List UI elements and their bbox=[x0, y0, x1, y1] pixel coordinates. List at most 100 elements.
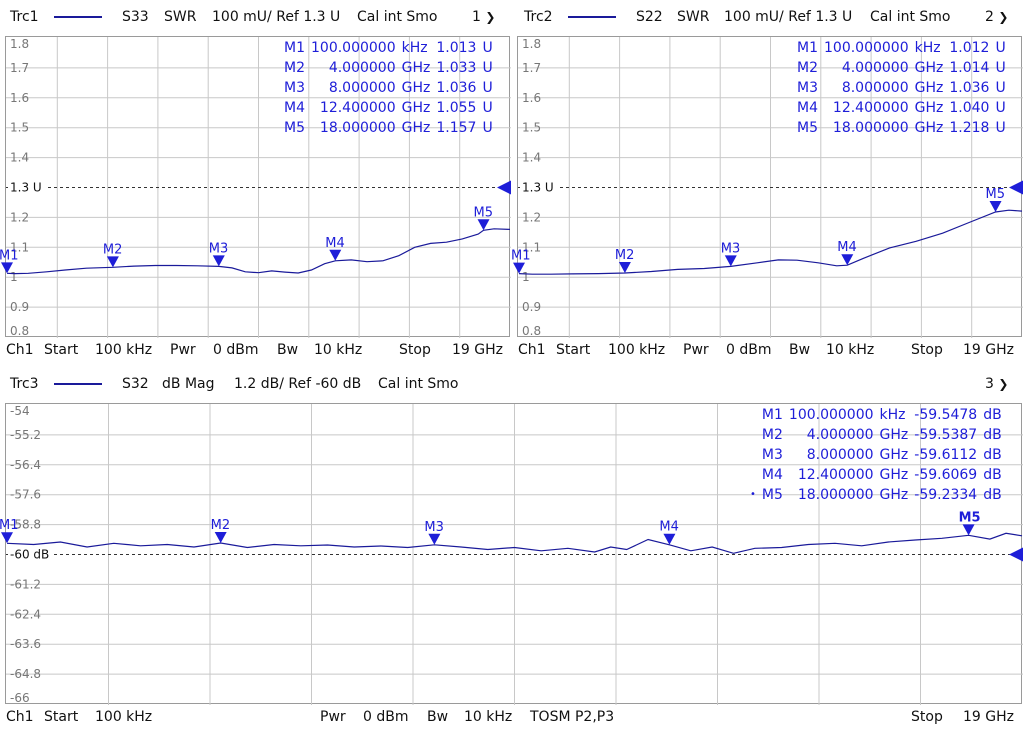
marker-stimulus: 4.000000 bbox=[328, 60, 396, 76]
reference-value-label: 1.3 U bbox=[522, 181, 554, 195]
marker-row-m3[interactable]: M3 8.000000 GHz 1.036 U bbox=[785, 78, 1006, 98]
footer3-bw-value[interactable]: 10 kHz bbox=[464, 709, 513, 725]
marker-name: M5 bbox=[761, 487, 783, 503]
y-tick-label: 0.9 bbox=[10, 300, 29, 314]
marker-m1-icon[interactable] bbox=[1, 262, 13, 274]
footer1-start-value[interactable]: 100 kHz bbox=[95, 342, 153, 358]
footer1-channel[interactable]: Ch1 bbox=[6, 342, 34, 358]
marker-m4-icon[interactable] bbox=[663, 533, 676, 545]
trace-trc1-line[interactable] bbox=[6, 228, 511, 275]
marker-m3-icon[interactable] bbox=[212, 255, 225, 267]
marker-stimulus-unit: GHz bbox=[914, 100, 944, 116]
marker-row-m2[interactable]: M2 4.000000 GHz -59.5387 dB bbox=[744, 425, 1002, 445]
footer3-channel[interactable]: Ch1 bbox=[6, 709, 34, 725]
chart3-svg: -54 -55.2 -56.4 -57.6 -58.8 -60 dB -61.2 -62.4 -… bbox=[0, 404, 1023, 705]
marker-row-m1[interactable]: M1 100.000000 kHz -59.5478 dB bbox=[744, 405, 1002, 425]
marker-name: M2 bbox=[761, 427, 783, 443]
marker-row-m2[interactable]: M2 4.000000 GHz 1.033 U bbox=[272, 58, 493, 78]
reference-arrow-icon[interactable] bbox=[1009, 547, 1023, 562]
marker-row-m5[interactable]: M5 18.000000 GHz 1.157 U bbox=[272, 118, 493, 138]
trace3-format[interactable]: dB Mag bbox=[162, 376, 215, 392]
y-tick-label: -58.8 bbox=[10, 518, 41, 532]
marker-stimulus-unit: GHz bbox=[914, 80, 944, 96]
marker-name: M3 bbox=[761, 447, 783, 463]
footer2-pwr-value[interactable]: 0 dBm bbox=[726, 342, 772, 358]
footer2-stop-label: Stop bbox=[911, 342, 943, 358]
footer2-bw-value[interactable]: 10 kHz bbox=[826, 342, 875, 358]
trace1-scale[interactable]: 100 mU/ Ref 1.3 U bbox=[212, 9, 341, 25]
marker-m2-icon[interactable] bbox=[106, 256, 119, 268]
marker-m1-label: M1 bbox=[0, 248, 19, 263]
marker-m2-icon[interactable] bbox=[214, 532, 227, 544]
trace3-scale[interactable]: 1.2 dB/ Ref -60 dB bbox=[234, 376, 362, 392]
window2-selector[interactable]: 2 ❯ bbox=[985, 8, 1008, 26]
footer3-calkit[interactable]: TOSM P2,P3 bbox=[530, 709, 615, 725]
marker-m5-icon[interactable] bbox=[477, 219, 490, 231]
trace-trc3-line[interactable] bbox=[6, 532, 1023, 554]
trace3-name[interactable]: Trc3 bbox=[10, 376, 39, 392]
trace2-cal: Cal int Smo bbox=[870, 9, 951, 25]
marker-stimulus-unit: GHz bbox=[879, 447, 909, 463]
trace3-param[interactable]: S32 bbox=[122, 376, 149, 392]
marker-m4-icon[interactable] bbox=[329, 249, 342, 261]
marker-row-m5[interactable]: M5 18.000000 GHz 1.218 U bbox=[785, 118, 1006, 138]
trace2-name[interactable]: Trc2 bbox=[524, 9, 553, 25]
window1-number: 1 bbox=[472, 9, 481, 25]
trace2-param[interactable]: S22 bbox=[636, 9, 663, 25]
marker-m3-label: M3 bbox=[721, 241, 741, 256]
y-tick-label: 1.6 bbox=[10, 91, 29, 105]
marker-m3-icon[interactable] bbox=[428, 533, 441, 545]
active-marker-dot bbox=[744, 405, 756, 425]
marker-m1-icon[interactable] bbox=[513, 262, 525, 274]
marker-stimulus: 18.000000 bbox=[319, 120, 396, 136]
marker-row-m2[interactable]: M2 4.000000 GHz 1.014 U bbox=[785, 58, 1006, 78]
marker-m5-icon[interactable] bbox=[962, 524, 975, 536]
y-tick-label: 1.4 bbox=[522, 151, 541, 165]
marker-row-m1[interactable]: M1 100.000000 kHz 1.013 U bbox=[272, 38, 493, 58]
trace2-format[interactable]: SWR bbox=[677, 9, 710, 25]
marker-row-m4[interactable]: M4 12.400000 GHz -59.6069 dB bbox=[744, 465, 1002, 485]
footer1-stop-value[interactable]: 19 GHz bbox=[452, 342, 503, 358]
marker-m3-icon[interactable] bbox=[724, 255, 737, 267]
marker-m1-icon[interactable] bbox=[1, 532, 13, 544]
y-tick-label: 1.1 bbox=[10, 240, 29, 254]
marker-value: 1.036 bbox=[436, 80, 477, 96]
footer3-stop-value[interactable]: 19 GHz bbox=[963, 709, 1014, 725]
marker-row-m4[interactable]: M4 12.400000 GHz 1.055 U bbox=[272, 98, 493, 118]
marker-name: M5 bbox=[797, 120, 818, 136]
y-tick-label: -55.2 bbox=[10, 428, 41, 442]
reference-value-label: -60 dB bbox=[10, 548, 49, 562]
footer2-stop-value[interactable]: 19 GHz bbox=[963, 342, 1014, 358]
diagram1-plot[interactable]: 1.8 1.7 1.6 1.5 1.4 1.3 U 1.2 1.1 1 0.9 0.8 M1 M2 M3 M… bbox=[0, 36, 511, 338]
marker-m1-label: M1 bbox=[0, 518, 19, 533]
trace-trc2-line[interactable] bbox=[518, 209, 1023, 275]
footer3-pwr-value[interactable]: 0 dBm bbox=[363, 709, 409, 725]
window2-number: 2 bbox=[985, 9, 994, 25]
y-tick-label: -57.6 bbox=[10, 488, 41, 502]
footer3-start-value[interactable]: 100 kHz bbox=[95, 709, 153, 725]
trace1-param[interactable]: S33 bbox=[122, 9, 149, 25]
footer1-bw-value[interactable]: 10 kHz bbox=[314, 342, 363, 358]
footer2-start-value[interactable]: 100 kHz bbox=[608, 342, 666, 358]
marker-row-m4[interactable]: M4 12.400000 GHz 1.040 U bbox=[785, 98, 1006, 118]
marker-row-m3[interactable]: M3 8.000000 GHz -59.6112 dB bbox=[744, 445, 1002, 465]
window3-selector[interactable]: 3 ❯ bbox=[985, 375, 1008, 393]
trace1-name[interactable]: Trc1 bbox=[10, 9, 39, 25]
marker-row-m1[interactable]: M1 100.000000 kHz 1.012 U bbox=[785, 38, 1006, 58]
diagram3-plot[interactable]: -54 -55.2 -56.4 -57.6 -58.8 -60 dB -61.2 -62.4 -… bbox=[0, 403, 1023, 705]
marker-m2-icon[interactable] bbox=[618, 262, 631, 274]
footer2-channel[interactable]: Ch1 bbox=[518, 342, 546, 358]
diagram2-plot[interactable]: 1.8 1.7 1.6 1.5 1.4 1.3 U 1.2 1.1 1 0.9 0.8 M1 M2 M3 M… bbox=[511, 36, 1023, 338]
marker-m5-icon[interactable] bbox=[989, 201, 1002, 213]
marker-m4-icon[interactable] bbox=[841, 254, 854, 266]
trace2-scale[interactable]: 100 mU/ Ref 1.3 U bbox=[724, 9, 853, 25]
marker-stimulus: 4.000000 bbox=[841, 60, 909, 76]
marker-row-m5[interactable]: • M5 18.000000 GHz -59.2334 dB bbox=[744, 485, 1002, 505]
reference-arrow-icon[interactable] bbox=[1009, 180, 1023, 195]
y-tick-label: 1.8 bbox=[10, 37, 29, 51]
marker-row-m3[interactable]: M3 8.000000 GHz 1.036 U bbox=[272, 78, 493, 98]
reference-arrow-icon[interactable] bbox=[497, 180, 511, 195]
footer1-pwr-value[interactable]: 0 dBm bbox=[213, 342, 259, 358]
window1-selector[interactable]: 1 ❯ bbox=[472, 8, 495, 26]
trace1-format[interactable]: SWR bbox=[164, 9, 197, 25]
